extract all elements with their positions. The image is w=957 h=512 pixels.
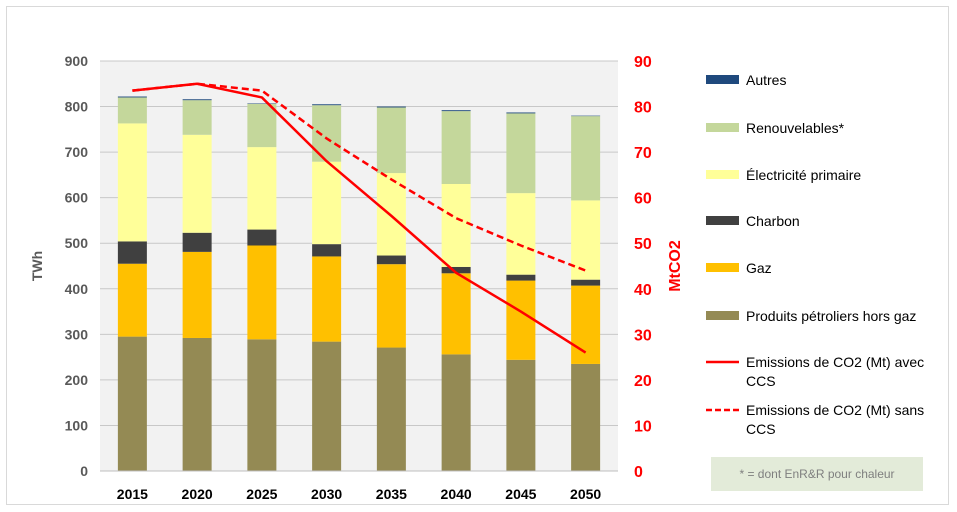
y-right-axis-title: MtCO2 <box>667 240 684 292</box>
bar-segment <box>506 193 536 275</box>
y-right-tick-label: 40 <box>634 282 652 299</box>
y-left-tick-label: 900 <box>65 53 89 69</box>
legend-swatch <box>706 216 739 225</box>
plot-area <box>100 61 618 471</box>
bar-segment <box>571 279 601 286</box>
y-right-tick-label: 10 <box>634 418 652 435</box>
bar-segment <box>182 251 212 338</box>
bar-segment <box>117 97 147 124</box>
bar-segment <box>182 134 212 233</box>
series-line <box>132 82 587 272</box>
bar-segment <box>247 245 277 340</box>
y-left-tick-label: 700 <box>65 144 89 160</box>
bar-segment <box>571 116 601 201</box>
bar-segment <box>182 99 212 101</box>
bar-segment <box>117 336 147 471</box>
legend-label: Renouvelables* <box>746 120 845 136</box>
bar-segment <box>117 241 147 264</box>
y-right-tick-label: 80 <box>634 100 652 117</box>
bar-segment <box>182 232 212 252</box>
note-box: * = dont EnR&R pour chaleur <box>711 457 923 491</box>
legend-label: Gaz <box>746 260 772 276</box>
y-left-tick-label: 800 <box>65 99 89 115</box>
legend-label: Charbon <box>746 213 800 229</box>
note-text: * = dont EnR&R pour chaleur <box>739 467 895 481</box>
bar-segment <box>312 341 342 471</box>
bar-segment <box>376 106 406 108</box>
y-right-tick-label: 30 <box>634 327 652 344</box>
bar-segment <box>182 100 212 135</box>
bar-segment <box>571 285 601 364</box>
bar-segment <box>182 337 212 471</box>
x-tick-label: 2050 <box>570 486 601 502</box>
bar-segment <box>117 123 147 242</box>
bar-segment <box>441 273 471 355</box>
y-left-tick-label: 100 <box>65 417 89 433</box>
bar-segment <box>117 96 147 98</box>
bar-segment <box>312 244 342 257</box>
bar-segment <box>376 255 406 265</box>
legend-label: Autres <box>746 72 786 88</box>
legend-swatch <box>706 170 739 179</box>
chart-frame <box>6 6 949 505</box>
x-tick-label: 2030 <box>311 486 342 502</box>
legend-swatch <box>706 311 739 320</box>
y-right-tick-label: 50 <box>634 236 652 253</box>
bar-segment <box>247 103 277 148</box>
bar-segment <box>376 107 406 174</box>
bar-segment <box>376 347 406 471</box>
bar-segment <box>441 110 471 112</box>
bar-segment <box>312 256 342 342</box>
legend-label: Électricité primaire <box>746 167 861 183</box>
bar-segment <box>441 111 471 184</box>
bar-segment <box>441 184 471 267</box>
bar-segment <box>571 363 601 471</box>
y-left-tick-label: 0 <box>80 463 88 479</box>
bar-segment <box>441 266 471 274</box>
bar-segment <box>312 105 342 162</box>
x-tick-label: 2025 <box>246 486 277 502</box>
bar-segment <box>506 113 536 194</box>
y-right-tick-label: 90 <box>634 54 652 71</box>
y-left-tick-label: 300 <box>65 326 89 342</box>
bar-segment <box>441 354 471 471</box>
x-tick-label: 2015 <box>117 486 148 502</box>
x-tick-label: 2035 <box>376 486 407 502</box>
y-left-tick-label: 500 <box>65 235 89 251</box>
legend-label: Produits pétroliers hors gaz <box>746 308 916 324</box>
legend-swatch <box>706 123 739 132</box>
y-left-tick-label: 400 <box>65 281 89 297</box>
bar-segment <box>506 359 536 471</box>
y-right-tick-label: 70 <box>634 145 652 162</box>
bar-segment <box>506 274 536 281</box>
bar-segment <box>506 280 536 360</box>
y-left-tick-label: 600 <box>65 190 89 206</box>
bar-segment <box>571 200 601 280</box>
x-tick-label: 2040 <box>441 486 472 502</box>
bar-segment <box>117 263 147 337</box>
y-left-tick-label: 200 <box>65 372 89 388</box>
y-right-tick-label: 0 <box>634 464 643 481</box>
y-right-tick-label: 60 <box>634 191 652 208</box>
bar-segment <box>312 104 342 106</box>
bar-segment <box>312 161 342 245</box>
x-tick-label: 2045 <box>505 486 536 502</box>
bar-segment <box>376 264 406 348</box>
bar-segment <box>247 339 277 471</box>
y-left-axis-title: TWh <box>29 251 45 281</box>
legend-label: Emissions de CO2 (Mt) sans CCS <box>746 402 924 437</box>
bar-segment <box>247 147 277 230</box>
bar-segment <box>506 112 536 114</box>
legend-swatch <box>706 75 739 84</box>
y-right-tick-label: 20 <box>634 373 652 390</box>
legend-swatch <box>706 263 739 272</box>
legend-label: Emissions de CO2 (Mt) avec CCS <box>746 354 924 389</box>
x-tick-label: 2020 <box>182 486 213 502</box>
series-line <box>132 82 587 354</box>
bar-segment <box>247 229 277 246</box>
